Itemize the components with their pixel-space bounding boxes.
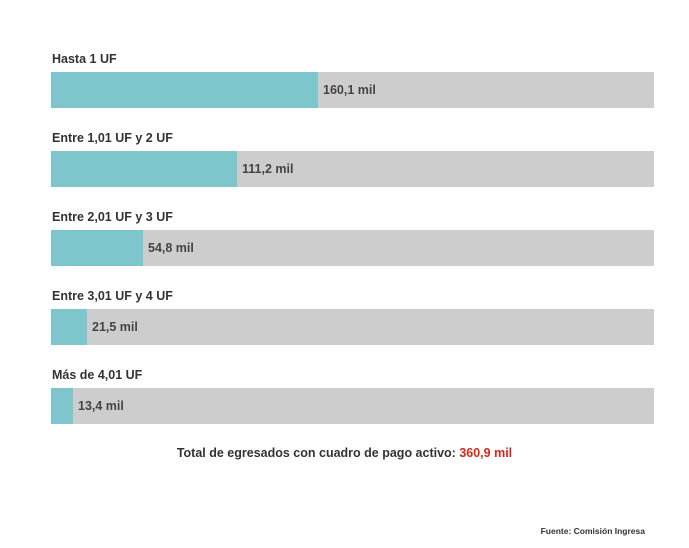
bar: [51, 72, 318, 108]
value-label: 21,5 mil: [92, 320, 138, 334]
bar: [51, 230, 143, 266]
total-summary: Total de egresados con cuadro de pago ac…: [0, 446, 689, 460]
category-label: Más de 4,01 UF: [52, 368, 143, 382]
bar-track: 54,8 mil: [51, 230, 654, 266]
category-label: Entre 2,01 UF y 3 UF: [52, 210, 173, 224]
source-value: Comisión Ingresa: [573, 526, 645, 536]
category-label: Entre 1,01 UF y 2 UF: [52, 131, 173, 145]
source-note: Fuente: Comisión Ingresa: [541, 526, 645, 536]
bar-track: 111,2 mil: [51, 151, 654, 187]
bar-track: 21,5 mil: [51, 309, 654, 345]
bar: [51, 388, 73, 424]
value-label: 54,8 mil: [148, 241, 194, 255]
total-label: Total de egresados con cuadro de pago ac…: [176, 446, 456, 460]
source-label: Fuente:: [540, 526, 572, 536]
value-label: 13,4 mil: [78, 399, 124, 413]
category-label: Hasta 1 UF: [52, 52, 117, 66]
value-label: 111,2 mil: [242, 162, 294, 176]
bar: [51, 151, 237, 187]
bar: [51, 309, 87, 345]
total-value: 360,9 mil: [459, 446, 513, 460]
bar-track: 160,1 mil: [51, 72, 654, 108]
bar-track: 13,4 mil: [51, 388, 654, 424]
value-label: 160,1 mil: [323, 83, 376, 97]
category-label: Entre 3,01 UF y 4 UF: [52, 289, 173, 303]
